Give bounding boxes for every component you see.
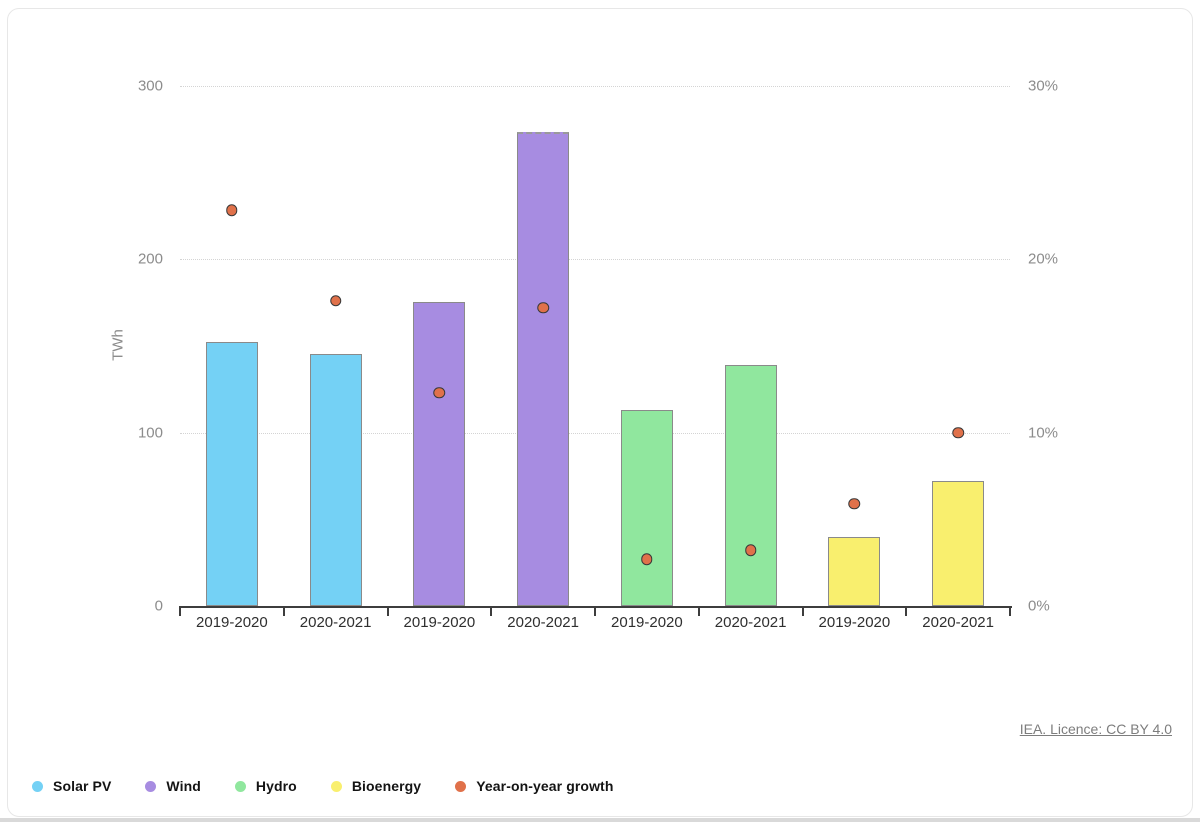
growth-point-wind-2020-2021[interactable] xyxy=(537,301,549,314)
x-axis-category-label: 2020-2021 xyxy=(299,614,372,631)
legend-marker-wind-icon xyxy=(145,780,157,792)
legend-label: Wind xyxy=(166,778,201,794)
bar-hydro-2019-2020[interactable] xyxy=(620,409,673,606)
x-axis-tick xyxy=(697,607,700,616)
left-axis-tick-label: 200 xyxy=(137,250,163,268)
bar-hydro-2020-2021[interactable] xyxy=(724,364,777,606)
x-axis-category-label: 2020-2021 xyxy=(922,614,994,631)
growth-point-hydro-2019-2020[interactable] xyxy=(641,553,653,565)
growth-point-wind-2019-2020[interactable] xyxy=(433,386,446,399)
legend: Solar PV Wind Hydro Bioenergy Year-on-year g… xyxy=(32,778,613,794)
right-axis-tick-label: 0% xyxy=(1028,597,1050,615)
legend-item-year-on-year-growth[interactable]: Year-on-year growth xyxy=(455,778,613,794)
x-axis-category-label: 2019-2020 xyxy=(611,614,683,631)
x-axis-tick xyxy=(801,607,804,616)
y-gridline xyxy=(180,259,1010,260)
legend-label: Solar PV xyxy=(53,778,112,794)
x-axis-tick xyxy=(490,607,493,616)
y-gridline xyxy=(180,432,1010,434)
bar-bioenergy-2019-2020[interactable] xyxy=(828,536,881,606)
x-axis-category-label: 2019-2020 xyxy=(818,614,891,631)
x-axis-category-label: 2019-2020 xyxy=(403,614,476,631)
x-axis-tick xyxy=(594,607,596,616)
x-axis-tick xyxy=(179,607,181,616)
chart-card xyxy=(7,8,1193,817)
legend-label: Hydro xyxy=(255,778,297,794)
legend-marker-bioenergy-icon xyxy=(330,780,342,792)
legend-item-wind[interactable]: Wind xyxy=(145,778,201,794)
growth-point-solar-pv-2019-2020[interactable] xyxy=(226,204,238,217)
growth-point-solar-pv-2020-2021[interactable] xyxy=(329,294,342,307)
x-axis-category-label: 2020-2021 xyxy=(714,614,787,631)
left-axis-tick-label: 0 xyxy=(154,597,163,615)
y-gridline xyxy=(180,85,1010,87)
legend-label: Year-on-year growth xyxy=(476,778,614,794)
x-axis-tick xyxy=(1009,607,1011,616)
legend-item-hydro[interactable]: Hydro xyxy=(234,778,297,794)
x-axis-tick xyxy=(282,607,285,616)
licence-link[interactable]: IEA. Licence: CC BY 4.0 xyxy=(1019,721,1172,737)
x-axis-category-label: 2020-2021 xyxy=(507,614,579,631)
x-axis-tick xyxy=(386,607,389,616)
right-axis-tick-label: 20% xyxy=(1028,250,1059,268)
legend-marker-solar-pv-icon xyxy=(32,780,43,792)
bar-solar-pv-2020-2021[interactable] xyxy=(309,354,362,606)
legend-label: Bioenergy xyxy=(351,778,422,794)
legend-item-solar-pv[interactable]: Solar PV xyxy=(32,778,111,794)
left-axis-tick-label: 300 xyxy=(137,77,163,94)
legend-item-bioenergy[interactable]: Bioenergy xyxy=(330,778,422,794)
right-axis-tick-label: 10% xyxy=(1028,424,1059,441)
legend-marker-hydro-icon xyxy=(234,780,246,792)
x-axis-tick xyxy=(905,607,908,616)
bar-solar-pv-2019-2020[interactable] xyxy=(205,342,258,606)
growth-point-hydro-2020-2021[interactable] xyxy=(744,544,757,557)
right-axis-tick-label: 30% xyxy=(1028,77,1059,94)
bar-bioenergy-2020-2021[interactable] xyxy=(932,481,985,606)
bar-wind-2020-2021[interactable] xyxy=(517,132,570,606)
growth-point-bioenergy-2019-2020[interactable] xyxy=(848,497,861,510)
bar-wind-2019-2020[interactable] xyxy=(413,302,466,606)
x-axis-category-label: 2019-2020 xyxy=(196,614,268,631)
growth-point-bioenergy-2020-2021[interactable] xyxy=(952,426,964,439)
legend-marker-year-on-year-growth-icon xyxy=(455,780,467,792)
left-axis-title: TWh xyxy=(109,329,127,361)
left-axis-tick-label: 100 xyxy=(137,424,163,441)
page-bottom-strip xyxy=(0,818,1200,822)
